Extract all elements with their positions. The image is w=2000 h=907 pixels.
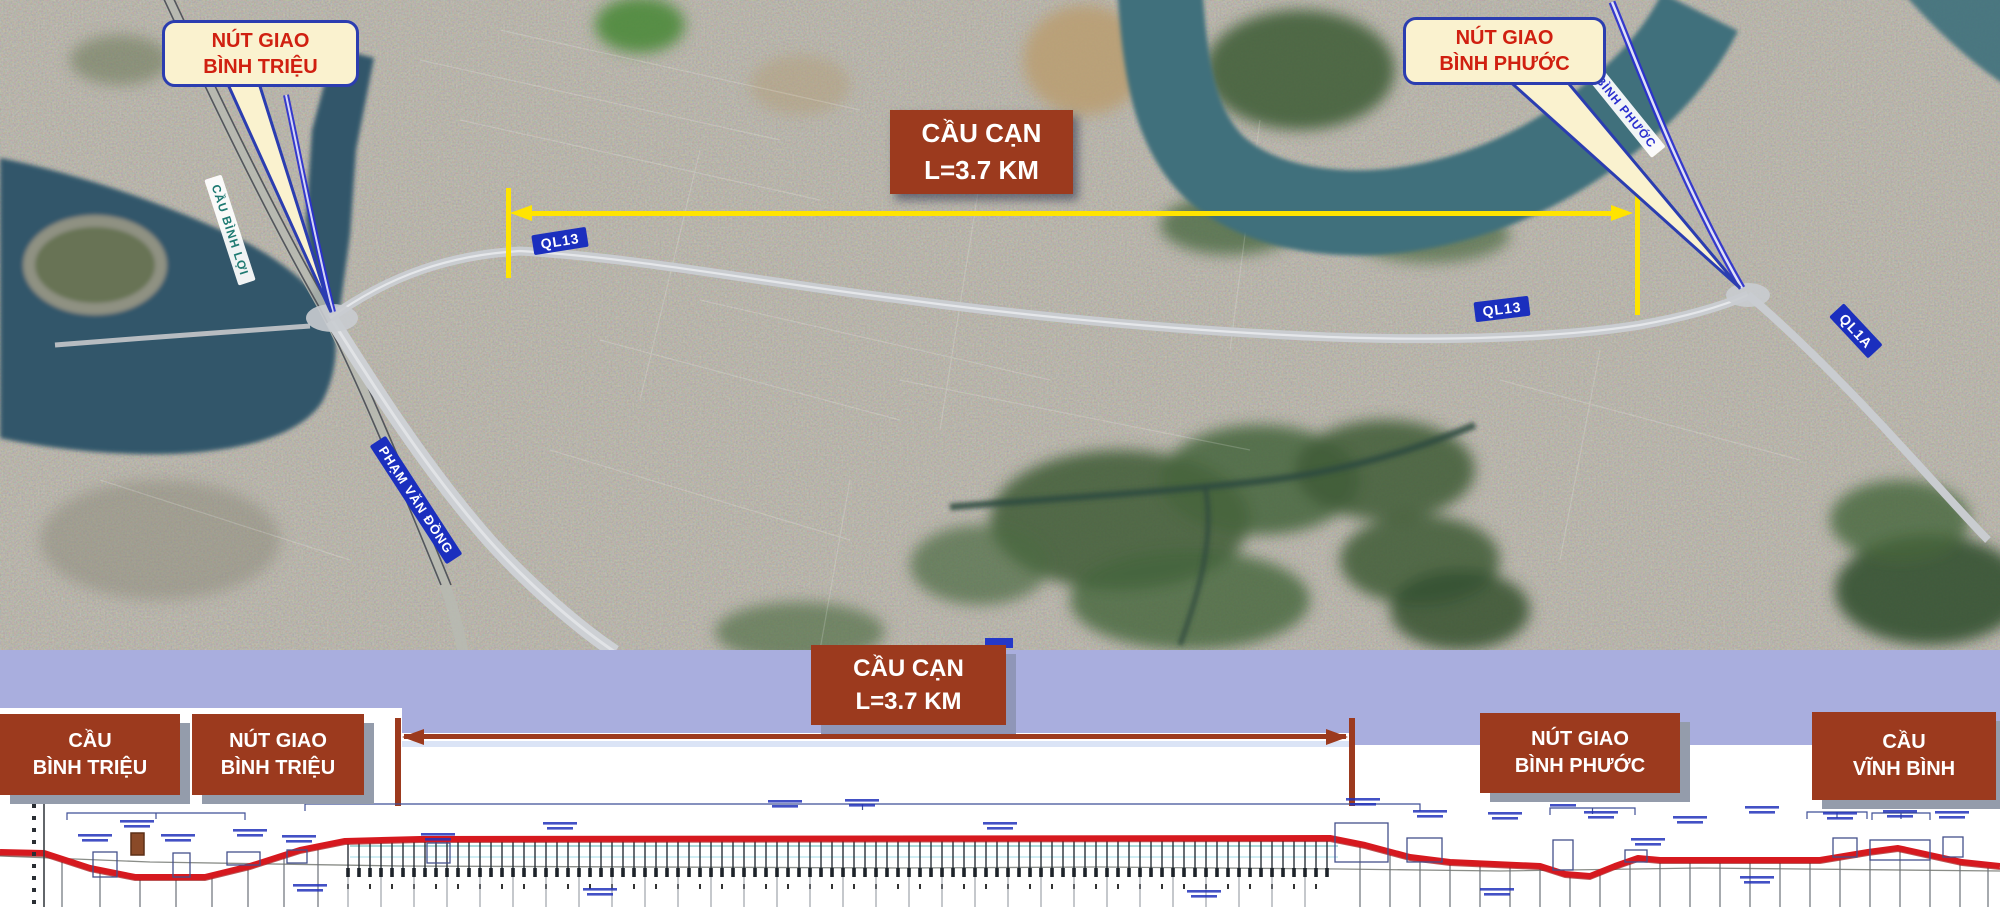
band-strip [402,741,1350,747]
map-viaduct-length-box: CẦU CẠN L=3.7 KM [890,110,1073,194]
roads [54,246,1991,650]
callout-nut-giao-binh-phuoc: NÚT GIAO BÌNH PHƯỚC [1403,17,1606,85]
section-line: VĨNH BÌNH [1852,758,1956,780]
street-grid [99,29,1801,650]
map-micro-label [985,638,1013,648]
profile-drawing [0,798,2000,907]
callout-line: BÌNH TRIỆU [203,55,318,78]
section-box-cau-vinh-binh: CẦU VĨNH BÌNH [1812,712,1996,800]
interchange-binh-phuoc [1726,283,1770,307]
banner-line: CẦU CẠN [853,655,964,682]
section-box-nut-giao-binh-phuoc: NÚT GIAO BÌNH PHƯỚC [1480,713,1680,793]
section-line: NÚT GIAO [229,729,327,752]
banner-line: L=3.7 KM [855,688,962,715]
section-line: NÚT GIAO [1531,728,1629,750]
callout-nut-giao-binh-trieu: NÚT GIAO BÌNH TRIỆU [162,20,359,87]
section-line: CẦU [1882,731,1926,753]
satellite-map: NÚT GIAO BÌNH TRIỆU NÚT GIAO BÌNH PHƯỚC … [0,0,2000,650]
section-line: CẦU [68,729,112,752]
section-box-cau-binh-trieu: CẦU BÌNH TRIỆU [0,714,180,795]
section-line: BÌNH TRIỆU [220,756,336,779]
banner-viaduct-length-box: CẦU CẠN L=3.7 KM [811,645,1006,725]
section-line: BÌNH PHƯỚC [1514,755,1646,777]
interchange-binh-trieu [306,304,358,332]
profile-dimension [395,718,1355,806]
profile-section: CẦU CẠN L=3.7 KM CẦU BÌNH TRIỆU NÚT GIAO… [0,645,2000,907]
pylon-icon [130,832,145,856]
road-ql1a [1745,291,1991,543]
viaduct-label-line: L=3.7 KM [924,155,1039,185]
map-dimension [506,188,1640,315]
map-graphics [0,0,2000,650]
callout-line: BÌNH PHƯỚC [1439,53,1570,75]
highlight-routes [283,0,1746,313]
section-line: BÌNH TRIỆU [32,756,148,779]
band-left [0,650,402,708]
callout-line: NÚT GIAO [211,29,310,52]
rivers [0,0,2000,646]
viaduct-label-line: CẦU CẠN [921,118,1042,148]
section-box-nut-giao-binh-trieu: NÚT GIAO BÌNH TRIỆU [192,714,364,795]
callout-line: NÚT GIAO [1455,27,1554,49]
